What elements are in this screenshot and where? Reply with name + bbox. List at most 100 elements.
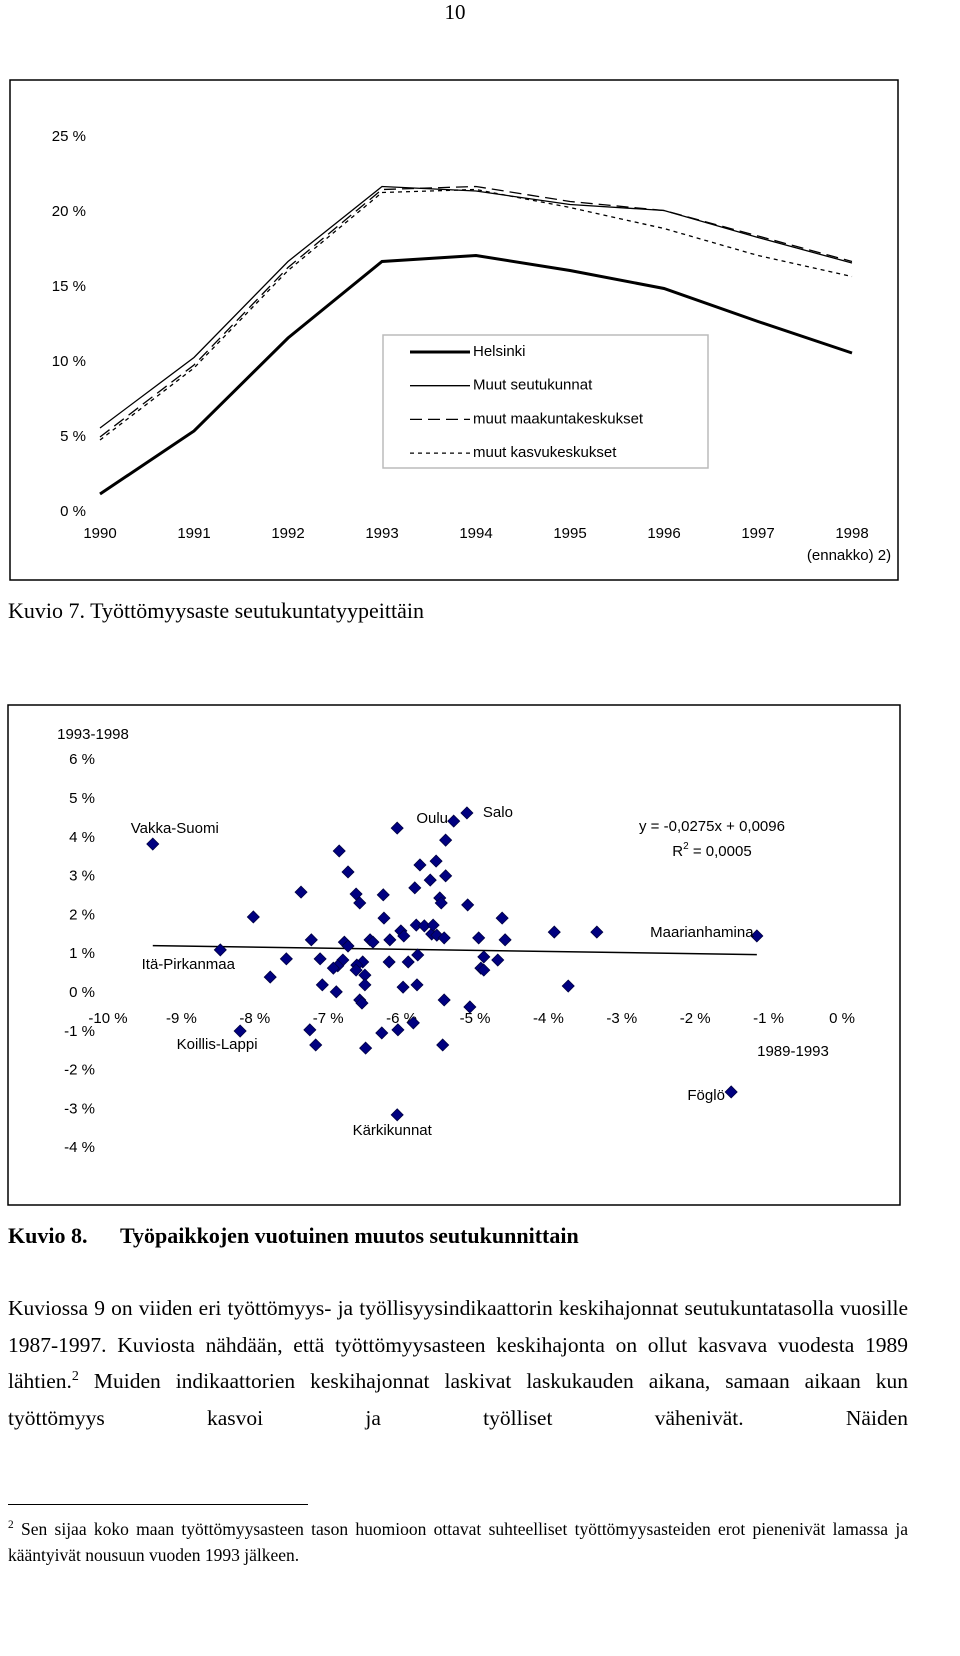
legend-label: Helsinki xyxy=(473,343,526,360)
point xyxy=(366,935,380,949)
y-tick-label: 10 % xyxy=(52,353,86,370)
footnote: 2 Sen sijaa koko maan työttömyysasteen t… xyxy=(8,1516,908,1568)
y-tick-label: -2 % xyxy=(64,1062,95,1079)
point xyxy=(436,1038,450,1052)
point xyxy=(561,979,575,993)
point xyxy=(477,963,491,977)
point xyxy=(434,896,448,910)
caption: Kuvio 8. Työpaikkojen vuotuinen muutos se… xyxy=(8,1223,579,1249)
point xyxy=(396,980,410,994)
x-tick-label: 1997 xyxy=(741,525,774,542)
point xyxy=(390,821,404,835)
point xyxy=(498,933,512,947)
x-tick-label: -7 % xyxy=(313,1010,344,1027)
point-label: Koillis-Lappi xyxy=(177,1036,258,1053)
point xyxy=(349,887,363,901)
caption-text: Työpaikkojen vuotuinen muutos seutukunni… xyxy=(120,1223,579,1248)
x-tick-label: 1998 xyxy=(835,525,868,542)
point xyxy=(491,953,505,967)
point xyxy=(401,955,415,969)
series-line xyxy=(99,253,853,496)
y-tick-label: -1 % xyxy=(64,1023,95,1040)
point-label: Salo xyxy=(483,804,513,821)
point xyxy=(304,933,318,947)
y-tick-label: 1 % xyxy=(69,945,95,962)
point xyxy=(355,996,369,1010)
y-axis-title: 1993-1998 xyxy=(57,726,129,743)
x-tick-label: 1991 xyxy=(177,525,210,542)
point-label: Itä-Pirkanmaa xyxy=(142,956,236,973)
x-tick-label: -2 % xyxy=(680,1010,711,1027)
x-axis-title: 1989-1993 xyxy=(757,1043,829,1060)
point xyxy=(447,814,461,828)
point xyxy=(377,911,391,925)
x-tick-label: -3 % xyxy=(606,1010,637,1027)
point xyxy=(437,931,451,945)
point xyxy=(406,1016,420,1030)
point xyxy=(359,1041,373,1055)
y-tick-label: 5 % xyxy=(69,790,95,807)
caption-label: Kuvio 8. xyxy=(8,1223,88,1248)
point xyxy=(472,931,486,945)
y-tick-label: 5 % xyxy=(60,428,86,445)
scatter-chart: -4 % -3 % -2 % -1 % 0 % 1 % 2 % 3 % 4 % 5 % 6 % -10… xyxy=(7,704,901,1206)
point xyxy=(315,978,329,992)
footnote-text: Sen sijaa koko maan työttömyysasteen tas… xyxy=(8,1519,908,1565)
point xyxy=(437,993,451,1007)
x-tick-label: 1990 xyxy=(83,525,116,542)
x-tick-label: -1 % xyxy=(753,1010,784,1027)
legend-label: muut kasvukeskukset xyxy=(473,444,617,461)
point-label: Föglö xyxy=(687,1087,725,1104)
point xyxy=(423,873,437,887)
point xyxy=(461,898,475,912)
footnote-ref: 2 xyxy=(71,1368,79,1384)
point xyxy=(263,970,277,984)
y-tick-label: -3 % xyxy=(64,1100,95,1117)
point xyxy=(313,952,327,966)
point xyxy=(547,925,561,939)
y-tick-label: 2 % xyxy=(69,906,95,923)
point xyxy=(349,963,363,977)
x-tick-label: -9 % xyxy=(166,1010,197,1027)
series-line xyxy=(99,188,853,441)
series-line xyxy=(99,185,853,438)
point xyxy=(391,1023,405,1037)
series-line xyxy=(99,185,853,429)
point xyxy=(410,978,424,992)
caption-label: Kuvio 7. xyxy=(8,598,85,623)
paragraph: Muiden indikaattorien keskihajonnat lask… xyxy=(8,1369,908,1430)
legend-label: muut maakuntakeskukset xyxy=(473,410,644,427)
point xyxy=(326,961,340,975)
x-tick-label: -4 % xyxy=(533,1010,564,1027)
point xyxy=(439,869,453,883)
point xyxy=(495,911,509,925)
r-squared: R2 = 0,0005 xyxy=(672,841,751,860)
point xyxy=(376,888,390,902)
point xyxy=(750,929,764,943)
point xyxy=(303,1023,317,1037)
y-tick-label: 4 % xyxy=(69,829,95,846)
point xyxy=(590,925,604,939)
line-chart: 0 % 5 % 10 % 15 % 20 % 25 % 1990 1991 1992 1993 19… xyxy=(9,79,899,581)
body-text: Kuviossa 9 on viiden eri työttömyys- ja … xyxy=(8,1290,908,1436)
y-tick-label: 6 % xyxy=(69,751,95,768)
point xyxy=(233,1024,247,1038)
point xyxy=(409,918,423,932)
point xyxy=(397,929,411,943)
x-tick-label: -10 % xyxy=(88,1010,127,1027)
point xyxy=(411,948,425,962)
chart-frame xyxy=(7,704,901,1206)
y-tick-label: 15 % xyxy=(52,278,86,295)
x-note: (ennakko) 2) xyxy=(807,547,891,564)
x-tick-label: 0 % xyxy=(829,1010,855,1027)
legend-box xyxy=(382,334,709,469)
footnote-marker: 2 xyxy=(8,1519,14,1532)
page-number: 10 xyxy=(444,0,466,24)
point-label: Maarianhamina xyxy=(650,924,754,941)
point xyxy=(390,1108,404,1122)
point xyxy=(724,1085,738,1099)
point xyxy=(375,1026,389,1040)
trendline xyxy=(152,944,757,956)
y-tick-label: 0 % xyxy=(69,984,95,1001)
